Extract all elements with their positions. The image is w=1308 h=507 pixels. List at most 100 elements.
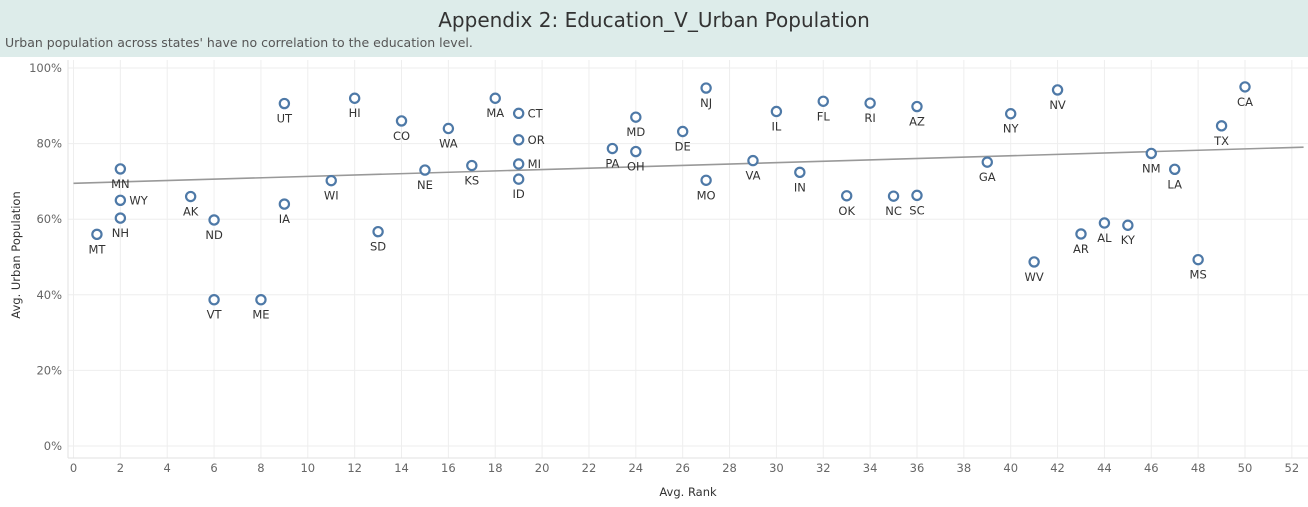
data-point-ca[interactable] <box>1239 81 1251 93</box>
point-label-fl: FL <box>817 109 831 123</box>
data-point-ct[interactable] <box>512 107 525 120</box>
y-tick-label: 0% <box>44 439 62 453</box>
data-point-nd[interactable] <box>208 214 220 226</box>
x-tick-label: 30 <box>769 461 784 475</box>
data-point-ma[interactable] <box>489 92 501 104</box>
point-label-wa: WA <box>439 136 458 150</box>
data-point-vt[interactable] <box>208 294 220 306</box>
y-tick-label: 100% <box>29 61 62 75</box>
data-point-nv[interactable] <box>1051 84 1064 96</box>
title-banner: Appendix 2: Education_V_Urban Population… <box>0 0 1308 57</box>
x-tick-label: 42 <box>1050 461 1065 475</box>
data-point-co[interactable] <box>395 115 408 127</box>
x-tick-label: 4 <box>164 461 171 475</box>
x-tick-label: 28 <box>722 461 737 475</box>
data-point-ga[interactable] <box>981 156 993 168</box>
point-label-ks: KS <box>464 174 479 188</box>
data-point-wy[interactable] <box>114 194 127 206</box>
data-point-mn[interactable] <box>114 163 127 175</box>
data-point-de[interactable] <box>676 125 689 138</box>
data-point-ak[interactable] <box>184 190 197 203</box>
point-label-ne: NE <box>417 178 433 192</box>
y-tick-label: 40% <box>36 288 62 302</box>
data-point-la[interactable] <box>1169 163 1181 176</box>
point-label-nc: NC <box>885 204 902 218</box>
point-label-oh: OH <box>627 160 645 174</box>
x-tick-label: 22 <box>582 461 597 475</box>
data-point-fl[interactable] <box>817 95 829 107</box>
x-axis-ticks: 0 2 4 6 8 10 12 14 16 18 20 22 24 26 28 30 32 34 36 38 40 42 4… <box>70 461 1299 475</box>
x-tick-label: 50 <box>1238 461 1253 475</box>
point-label-az: AZ <box>909 115 925 129</box>
data-point-or[interactable] <box>512 134 525 146</box>
point-label-nd: ND <box>205 228 223 242</box>
data-point-mt[interactable] <box>91 228 103 241</box>
y-axis-ticks: 0% 20% 40% 60% 80% 100% <box>29 61 62 453</box>
data-point-ar[interactable] <box>1075 228 1087 240</box>
data-point-nh[interactable] <box>114 212 127 224</box>
y-tick-label: 20% <box>36 363 62 377</box>
data-point-ri[interactable] <box>864 97 876 109</box>
point-label-sc: SC <box>909 203 924 217</box>
point-label-or: OR <box>528 133 545 147</box>
x-tick-label: 46 <box>1144 461 1159 475</box>
trend-line-group <box>73 146 1304 185</box>
data-point-nj[interactable] <box>700 82 712 94</box>
x-tick-label: 52 <box>1285 461 1300 475</box>
point-label-ia: IA <box>279 212 290 226</box>
data-point-sd[interactable] <box>372 225 384 238</box>
data-point-va[interactable] <box>747 154 759 167</box>
point-label-ri: RI <box>864 111 875 125</box>
data-point-me[interactable] <box>255 294 267 306</box>
data-point-ky[interactable] <box>1122 219 1134 231</box>
point-label-md: MD <box>626 125 645 139</box>
point-label-ms: MS <box>1190 268 1207 282</box>
point-label-ok: OK <box>838 204 855 218</box>
point-label-me: ME <box>252 308 269 322</box>
point-label-nh: NH <box>112 226 129 240</box>
data-point-al[interactable] <box>1098 217 1111 229</box>
data-point-oh[interactable] <box>630 145 642 158</box>
data-point-mi[interactable] <box>512 158 525 170</box>
data-point-ia[interactable] <box>278 198 291 210</box>
data-point-tx[interactable] <box>1215 120 1228 132</box>
data-point-ut[interactable] <box>278 97 291 110</box>
data-point-ok[interactable] <box>840 190 853 202</box>
data-point-ne[interactable] <box>419 164 431 176</box>
x-tick-label: 48 <box>1191 461 1206 475</box>
x-tick-label: 32 <box>816 461 831 475</box>
point-label-mn: MN <box>111 177 130 191</box>
x-tick-label: 38 <box>957 461 972 475</box>
data-point-id[interactable] <box>512 173 525 185</box>
x-tick-label: 16 <box>441 461 456 475</box>
data-point-in[interactable] <box>794 166 806 179</box>
point-label-ky: KY <box>1121 233 1136 247</box>
data-point-pa[interactable] <box>606 142 619 155</box>
data-points <box>91 81 1251 306</box>
data-point-sc[interactable] <box>911 189 923 202</box>
chart-title: Appendix 2: Education_V_Urban Population <box>438 8 870 32</box>
point-label-wi: WI <box>324 189 339 203</box>
data-point-nm[interactable] <box>1145 147 1157 160</box>
point-label-mo: MO <box>697 188 716 202</box>
point-label-nv: NV <box>1049 98 1066 112</box>
data-point-wa[interactable] <box>442 122 455 135</box>
data-point-ks[interactable] <box>466 159 478 172</box>
data-point-ny[interactable] <box>1005 108 1017 120</box>
x-axis-title: Avg. Rank <box>659 485 717 499</box>
data-point-wi[interactable] <box>325 174 337 187</box>
point-label-wy: WY <box>129 193 148 207</box>
x-tick-label: 24 <box>628 461 643 475</box>
data-point-il[interactable] <box>770 105 783 118</box>
data-point-az[interactable] <box>911 100 923 113</box>
data-point-ms[interactable] <box>1192 253 1204 266</box>
data-point-mo[interactable] <box>700 174 712 186</box>
point-label-ut: UT <box>277 112 293 126</box>
point-label-il: IL <box>771 119 781 133</box>
data-point-nc[interactable] <box>887 190 900 202</box>
point-label-ma: MA <box>486 106 504 120</box>
data-point-wv[interactable] <box>1028 256 1040 268</box>
data-point-md[interactable] <box>630 111 642 123</box>
data-point-hi[interactable] <box>348 92 361 104</box>
point-label-ny: NY <box>1003 122 1020 136</box>
